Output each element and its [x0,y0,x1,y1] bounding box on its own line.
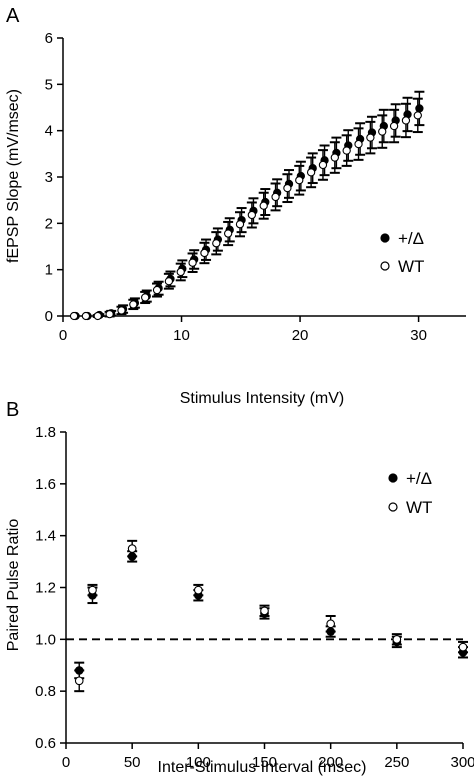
panel-a-y-axis-label: fEPSP Slope (mV/msec) [5,89,22,263]
panel-a-series-1-point [200,248,209,258]
panel-a-series-1-point [81,311,91,321]
panel-a-series-1-point [401,116,411,125]
panel-a-legend-label-0: +/Δ [398,229,424,248]
panel-b-series-1-point [260,606,269,616]
panel-b-series-1-point [392,634,402,644]
panel-b-legend-label-0: +/Δ [406,469,432,488]
panel-a-series-1-point [69,311,79,321]
panel-b-x-tick-label: 0 [62,754,70,771]
panel-b-x-tick-label: 250 [384,754,409,771]
panel-a-x-tick-label: 10 [173,327,190,344]
panel-b-x-tick-label: 300 [450,754,474,771]
panel-b: B 0 50 100 150 200 250 300 0.6 0.8 1.0 1.2 1.4 1.6 1.… [5,399,474,776]
panel-b-label: B [6,399,19,421]
panel-a-y-tick-label: 0 [45,308,53,325]
panel-b-x-tick-label: 200 [318,754,343,771]
panel-a-x-tick-label: 0 [59,327,67,344]
panel-a-series-1-point [235,220,245,229]
panel-b-y-tick-label: 1.4 [35,528,56,545]
panel-a-series-1-point [93,311,102,321]
panel-a-series-1-point [271,192,280,202]
panel-a-series-1-point [188,258,197,267]
panel-b-x-axis-label: Inter-Stimulus Interval (msec) [158,759,367,776]
panel-a-series-0-point [415,104,424,113]
panel-b-series-1-point [74,676,84,686]
panel-b-y-tick-label: 0.8 [35,683,56,700]
panel-a-series-1-point [141,293,150,302]
panel-a-label: A [6,5,20,27]
panel-a-series-1-point [152,285,162,295]
panel-a: A 0 10 20 30 0 1 2 3 4 5 6 Stimulus Intensity (mV)… [5,5,466,407]
panel-a-series-1-point [176,267,185,277]
panel-b-marks [74,539,468,693]
panel-a-legend: +/Δ WT [380,229,424,276]
panel-b-y-tick-label: 1.2 [35,580,56,597]
panel-a-series-1-point [259,201,268,210]
panel-a-series-1-point [366,133,375,142]
panel-b-x-tick-label: 50 [124,754,141,771]
panel-a-legend-marker-1 [380,261,390,271]
panel-a-series-1-point [306,168,316,177]
panel-a-legend-marker-0 [380,233,390,243]
panel-a-series-1-point [283,183,292,193]
panel-a-series-1-point [342,146,351,155]
panel-a-series-1-point [413,111,422,120]
panel-b-legend: +/Δ WT [388,469,432,517]
panel-a-y-tick-label: 4 [45,123,53,140]
panel-b-series-1-point [127,544,137,553]
panel-b-legend-label-1: WT [406,498,432,517]
panel-a-marks [69,90,425,321]
panel-b-y-axis-label: Paired Pulse Ratio [5,519,22,652]
panel-a-series-1-point [389,121,399,131]
panel-a-y-tick-label: 1 [45,262,53,279]
panel-a-legend-label-1: WT [398,257,424,276]
panel-b-y-tick-label: 0.6 [35,735,56,752]
panel-a-series-1-point [223,229,233,238]
panel-b-series-1-point [193,585,203,595]
panel-b-series-1-point [326,619,336,629]
panel-b-x-tick-label: 150 [252,754,277,771]
panel-a-series-1-point [247,210,256,220]
panel-a-series-1-point [105,309,114,319]
panel-a-x-tick-label: 20 [292,327,309,344]
panel-b-y-tick-label: 1.6 [35,476,56,493]
panel-b-legend-marker-0 [388,473,398,483]
panel-a-y-tick-label: 5 [45,76,53,93]
panel-a-series-1-point [318,160,328,170]
panel-a-series-1-point [164,277,174,286]
panel-a-series-1-point [378,127,387,136]
panel-a-axes: 0 10 20 30 0 1 2 3 4 5 6 [45,30,466,344]
panel-a-series-1-point [295,176,304,185]
panel-a-series-1-point [129,300,138,309]
panel-b-y-tick-label: 1.8 [35,424,56,441]
panel-b-legend-marker-1 [388,502,398,512]
panel-a-series-1-point [212,239,221,248]
panel-b-series-1-point [88,585,97,595]
panel-a-y-tick-label: 2 [45,215,53,232]
panel-a-y-tick-label: 6 [45,30,53,47]
panel-a-series-1-point [354,139,363,149]
panel-b-x-tick-label: 100 [186,754,211,771]
panel-a-y-tick-label: 3 [45,169,53,186]
panel-a-series-1-point [330,153,339,162]
panel-a-x-axis-label: Stimulus Intensity (mV) [180,390,344,407]
panel-a-series-1-point [117,306,126,315]
panel-b-y-tick-label: 1.0 [35,631,56,648]
panel-b-series-1-point [458,642,468,652]
panel-a-x-tick-label: 30 [410,327,427,344]
